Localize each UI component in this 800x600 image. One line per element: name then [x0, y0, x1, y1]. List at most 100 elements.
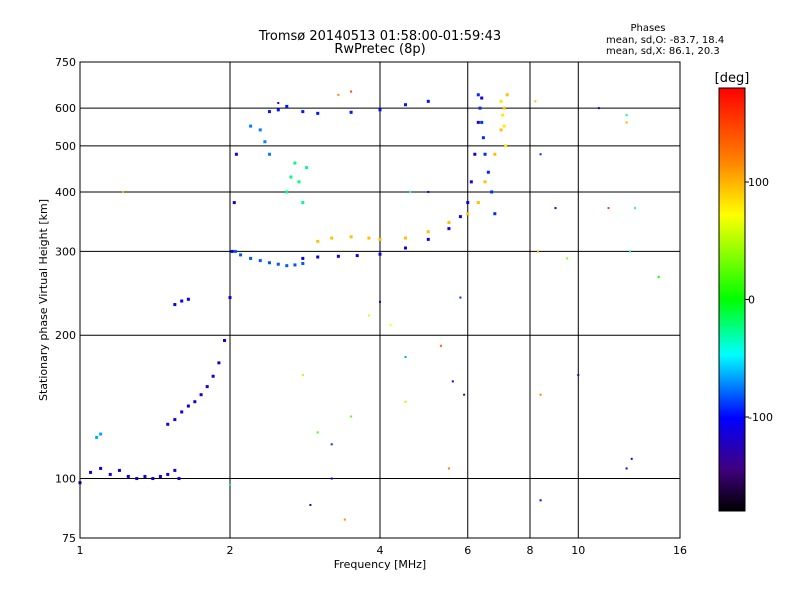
x-tick-label: 16 — [673, 544, 687, 557]
trace-point — [205, 385, 209, 389]
scatter-point — [554, 207, 557, 210]
scatter-point — [539, 393, 542, 396]
scatter-point — [439, 344, 442, 347]
trace-point — [486, 170, 490, 174]
trace-point — [233, 249, 237, 253]
trace-point — [193, 400, 197, 404]
scatter-point — [229, 483, 231, 486]
scatter-point — [309, 503, 312, 506]
trace-point — [239, 253, 243, 257]
x-tick-label: 1 — [77, 544, 84, 557]
data-points — [78, 90, 660, 521]
colorbar-tick-label: 100 — [748, 176, 769, 189]
trace-point — [426, 99, 430, 103]
trace-point — [276, 262, 280, 266]
trace-point — [180, 410, 184, 414]
trace-point — [166, 472, 170, 476]
scatter-point — [625, 114, 628, 117]
trace-point — [355, 254, 359, 258]
trace-point — [480, 120, 484, 124]
scatter-point — [607, 207, 610, 210]
y-tick-label: 100 — [55, 473, 76, 486]
trace-point — [293, 161, 297, 165]
plot-frame — [79, 61, 681, 539]
x-axis-ticks: 1 2 4 6 8 10 16 — [77, 544, 688, 557]
trace-point — [403, 236, 407, 240]
trace-point — [502, 124, 506, 128]
trace-point — [499, 128, 503, 132]
trace-point — [143, 474, 147, 478]
trace-point — [297, 180, 301, 184]
colorbar-tick-label: -100 — [748, 411, 773, 424]
trace-point — [267, 110, 271, 114]
trace-point — [499, 99, 503, 103]
trace-point — [293, 263, 297, 267]
plot-grid — [80, 62, 680, 538]
scatter-point — [459, 296, 462, 299]
trace-point — [263, 140, 267, 144]
scatter-point — [634, 207, 637, 210]
trace-point — [476, 120, 480, 124]
trace-point — [232, 201, 236, 205]
trace-point — [173, 418, 177, 422]
trace-point — [228, 296, 232, 300]
trace-point — [186, 297, 190, 301]
trace-point — [223, 338, 227, 342]
x-tick-label: 8 — [527, 544, 534, 557]
trace-point — [483, 152, 487, 156]
scatter-point — [404, 400, 407, 403]
scatter-point — [337, 93, 340, 96]
y-tick-label: 600 — [55, 102, 76, 115]
trace-point — [285, 190, 289, 194]
trace-point — [108, 472, 112, 476]
trace-point — [502, 106, 506, 110]
trace-point — [301, 256, 305, 260]
scatter-point — [625, 121, 628, 124]
trace-point — [403, 103, 407, 107]
colorbar-tick-label: 0 — [748, 294, 755, 307]
scatter-point — [534, 100, 537, 103]
trace-point — [336, 254, 340, 258]
trace-point — [490, 190, 494, 194]
scatter-point — [330, 443, 333, 446]
trace-point — [466, 212, 470, 216]
trace-point — [447, 227, 451, 231]
trace-point — [217, 361, 221, 365]
x-axis-label: Frequency [MHz] — [334, 558, 426, 571]
x-tick-label: 10 — [571, 544, 585, 557]
x-tick-label: 6 — [464, 544, 471, 557]
trace-point — [493, 152, 497, 156]
trace-point — [95, 435, 99, 439]
trace-point — [211, 374, 215, 378]
trace-point — [466, 201, 470, 205]
scatter-point — [657, 276, 660, 279]
trace-point — [173, 468, 177, 472]
trace-point — [289, 175, 293, 179]
scatter-point — [447, 467, 450, 470]
y-tick-label: 750 — [55, 56, 76, 69]
scatter-point — [625, 467, 628, 470]
scatter-point — [379, 300, 381, 303]
trace-point — [99, 466, 103, 470]
trace-point — [285, 104, 289, 108]
trace-point — [493, 212, 497, 216]
trace-point — [99, 432, 103, 436]
phase-box-o-stats: mean, sd,O: -83.7, 18.4 — [606, 35, 724, 46]
trace-point — [258, 259, 262, 263]
scatter-point — [350, 415, 353, 418]
trace-point — [349, 235, 353, 239]
y-axis-label: Stationary phase Virtual Height [km] — [37, 199, 50, 401]
trace-point — [173, 303, 177, 307]
scatter-point — [350, 90, 353, 93]
trace-point — [316, 239, 320, 243]
trace-point — [403, 246, 407, 250]
trace-point — [330, 236, 334, 240]
trace-point — [480, 96, 484, 100]
scatter-point — [409, 190, 412, 193]
y-tick-label: 400 — [55, 186, 76, 199]
trace-point — [267, 152, 271, 156]
trace-point — [476, 201, 480, 205]
trace-point — [378, 252, 382, 256]
trace-point — [249, 124, 253, 128]
